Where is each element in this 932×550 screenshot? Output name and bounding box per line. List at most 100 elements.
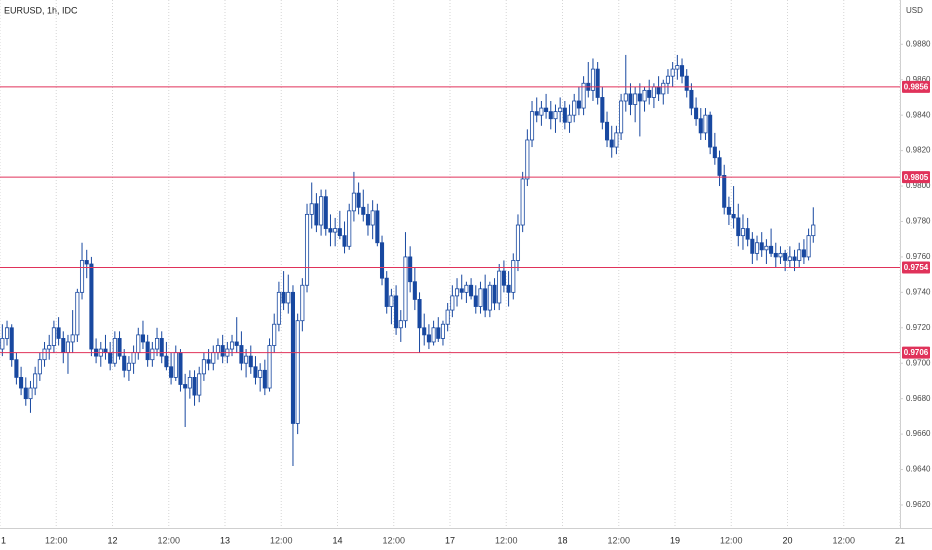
candle-body — [553, 111, 558, 120]
candle-body — [778, 252, 783, 258]
candle-body — [609, 139, 614, 148]
candle-body — [417, 299, 422, 329]
candle-body — [750, 238, 755, 254]
candle-body — [211, 352, 216, 364]
candle-body — [215, 345, 221, 353]
candle-body — [197, 373, 202, 396]
candle-body — [262, 369, 267, 389]
level-label-bg — [902, 80, 930, 93]
candle-body — [206, 359, 211, 364]
candle-body — [79, 260, 85, 293]
candle-body — [375, 210, 380, 244]
x-tick-label: 14 — [332, 535, 342, 545]
x-tick-label: 17 — [445, 535, 455, 545]
candle-body — [136, 334, 141, 353]
candle-body — [9, 327, 14, 361]
candle-body — [281, 291, 286, 304]
x-tick-label: 18 — [557, 535, 567, 545]
level-label: 0.9706 — [904, 348, 929, 357]
candle-body — [229, 341, 235, 350]
candle-body — [42, 348, 47, 361]
y-tick-label: 0.9740 — [906, 287, 931, 296]
candle-body — [248, 355, 253, 368]
candle-body — [633, 93, 638, 105]
candle-body — [473, 295, 478, 307]
y-tick-label: 0.9860 — [906, 75, 931, 84]
candle-body — [361, 206, 366, 215]
candle-body — [492, 284, 497, 304]
candle-body — [797, 249, 802, 261]
candle-body — [736, 217, 741, 237]
candle-body — [745, 228, 750, 240]
candle-body — [65, 341, 71, 353]
x-tick-label: 12:00 — [720, 535, 743, 545]
candle-body — [286, 291, 291, 304]
candle-body — [351, 192, 356, 212]
candle-body — [773, 252, 778, 258]
candle-body — [459, 288, 464, 293]
candle-body — [253, 366, 258, 378]
candle-body — [689, 89, 694, 109]
candle-body — [454, 288, 460, 297]
candle-body — [651, 86, 656, 98]
y-tick-label: 0.9820 — [906, 146, 931, 155]
candle-body — [258, 369, 263, 378]
candle-body — [183, 384, 188, 389]
candle-body — [272, 323, 277, 346]
x-tick-label: 21 — [895, 535, 905, 545]
candle-body — [173, 352, 178, 378]
candle-body — [276, 291, 281, 325]
candle-body — [239, 345, 244, 364]
candle-body — [628, 93, 633, 105]
y-tick-label: 0.9680 — [906, 394, 931, 403]
candle-body — [717, 157, 722, 176]
candle-body — [515, 224, 521, 261]
candle-body — [675, 65, 680, 70]
x-tick-label: 1 — [1, 535, 6, 545]
level-label: 0.9856 — [904, 82, 929, 91]
x-tick-label: 12:00 — [495, 535, 518, 545]
candle-body — [192, 376, 197, 396]
y-tick-label: 0.9720 — [906, 323, 931, 332]
candle-body — [267, 345, 272, 389]
candle-body — [567, 114, 572, 123]
candle-body — [295, 320, 300, 424]
candle-body — [154, 338, 160, 350]
candle-body — [300, 284, 305, 322]
candle-body — [112, 338, 117, 364]
x-tick-label: 19 — [670, 535, 680, 545]
candle-body — [117, 338, 122, 357]
candle-body — [539, 107, 544, 116]
candle-body — [14, 359, 19, 378]
x-tick-label: 12:00 — [270, 535, 293, 545]
level-label: 0.9805 — [904, 173, 929, 182]
candle-body — [722, 175, 727, 208]
candle-body — [4, 327, 10, 339]
y-tick-label: 0.9640 — [906, 465, 931, 474]
candle-body — [637, 93, 642, 102]
x-tick-label: 12:00 — [832, 535, 855, 545]
candle-body — [501, 270, 506, 286]
candle-body — [356, 192, 361, 208]
candle-body — [712, 146, 717, 159]
candle-body — [290, 291, 296, 424]
y-tick-label: 0.9880 — [906, 39, 931, 48]
level-label-bg — [902, 171, 930, 184]
candle-body — [440, 323, 446, 339]
candle-body — [558, 107, 563, 113]
y-tick-label: 0.9800 — [906, 181, 931, 190]
candle-body — [623, 93, 628, 102]
candle-body — [103, 348, 108, 353]
x-tick-label: 13 — [220, 535, 230, 545]
candle-body — [328, 228, 333, 233]
candle-body — [431, 327, 436, 343]
candle-body — [511, 260, 516, 293]
candle-body — [619, 100, 624, 134]
candle-body — [487, 284, 492, 311]
candle-body — [220, 345, 225, 357]
candle-body — [51, 327, 56, 346]
x-tick-label: 12:00 — [157, 535, 180, 545]
candle-body — [333, 228, 338, 233]
